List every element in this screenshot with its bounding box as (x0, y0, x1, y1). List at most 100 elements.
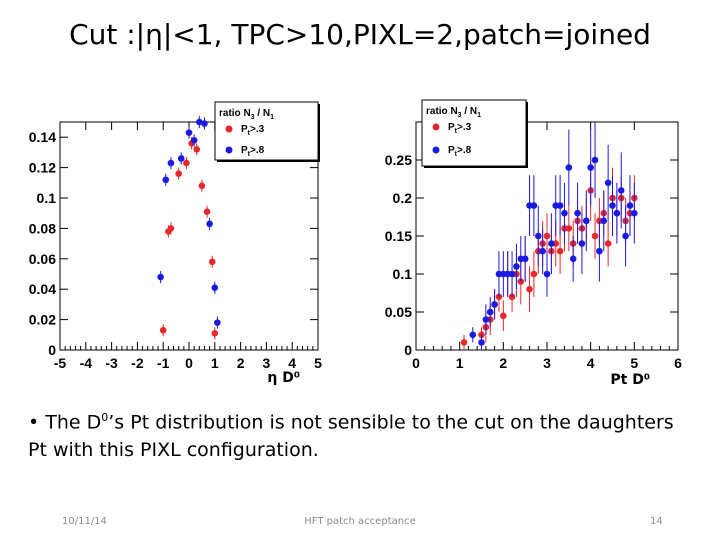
pt-pt08-point (626, 202, 634, 209)
pt-legend-title-main: ratio N (426, 106, 458, 117)
pt-x-tick-label: 2 (499, 355, 507, 371)
pt-x-axis-label: Pt D⁰ (610, 372, 650, 388)
pt-pt08-point (596, 247, 603, 255)
eta-pt08-point (190, 136, 198, 144)
pt-pt08-point (486, 308, 494, 316)
pt-y-tick-label: 0 (404, 342, 412, 358)
pt-x-tick-label: 6 (674, 355, 682, 371)
eta-x-tick-label: -3 (105, 355, 118, 371)
pt-pt08-point (604, 179, 612, 187)
eta-legend-title: ratio N3 / N1 (219, 108, 274, 121)
pt-pt08-point (631, 209, 638, 217)
pt-pt08-point (613, 209, 621, 217)
pt-y-tick-label: 0.15 (385, 228, 412, 244)
eta-y-tick-label: 0.06 (29, 251, 56, 267)
eta-pt03-point (193, 146, 201, 153)
pt-pt08-point (478, 339, 485, 346)
eta-pt03-point (167, 225, 175, 232)
pt-pt03-point (556, 247, 564, 255)
pt-pt08-point (491, 301, 498, 308)
pt-pt08-point (591, 156, 599, 164)
pt-legend-entry-sub: t (455, 128, 458, 135)
pt-y-tick-label: 0.2 (393, 190, 413, 206)
eta-pt08-point (196, 118, 203, 126)
eta-y-tick-label: 0.02 (29, 312, 56, 328)
pt-pt03-point (478, 331, 485, 339)
pt-pt08-point (569, 255, 577, 263)
slide-title: Cut :|η|<1, TPC>10,PIXL=2,patch=joined (69, 18, 651, 51)
eta-legend-marker-pt08 (225, 146, 233, 154)
eta-legend-entry-main: P (241, 145, 248, 156)
eta-y-tick-label: 0.14 (29, 129, 56, 145)
pt-legend-entry-sub: t (455, 151, 458, 158)
eta-legend-marker-pt03 (225, 125, 233, 133)
pt-legend-entry-pt03: Pt>.3 (448, 122, 472, 135)
eta-legend-entry-main: P (241, 124, 248, 135)
pt-x-tick-label: 4 (587, 355, 595, 371)
pt-pt08-point (587, 164, 594, 171)
eta-legend-entry-sub: t (248, 151, 251, 158)
eta-y-tick-label: 0 (48, 342, 56, 358)
pt-ratio-plot: 0 1 2 3 4 5 6 0 0.05 0.1 0.15 0.2 0.25 Pt D⁰ ratio N3 … (360, 92, 700, 392)
eta-pt08-point (214, 319, 221, 326)
footer-page-number: 14 (650, 516, 663, 527)
pt-pt08-point (521, 255, 529, 263)
pt-pt03-point (460, 339, 468, 346)
eta-y-tick-label: 0.04 (29, 281, 56, 297)
pt-pt03-point (565, 225, 573, 232)
pt-pt08-point (539, 247, 546, 255)
pt-pt08-point (556, 202, 564, 209)
eta-pt08-point (206, 220, 213, 228)
pt-pt08-point (513, 263, 520, 270)
eta-legend-entry-pt03: Pt>.3 (241, 124, 265, 137)
eta-pt08-point (177, 155, 185, 162)
pt-legend-entry-main: P (448, 122, 455, 133)
eta-x-tick-label: -2 (131, 355, 144, 371)
bullet-rest: ’s Pt distribution is not sensible to th… (28, 411, 674, 462)
pt-pt03-point (500, 312, 507, 320)
pt-pt08-point (482, 316, 490, 323)
pt-pt08-point (530, 202, 538, 209)
eta-pt03-point (198, 182, 206, 190)
bullet-text: • The D0’s Pt distribution is not sensib… (28, 404, 688, 464)
pt-pt08-point (561, 209, 568, 217)
eta-pt08-point (185, 129, 193, 136)
eta-x-tick-label: 4 (288, 355, 296, 371)
eta-y-tick-label: 0.1 (37, 190, 57, 206)
eta-pt08-point (211, 284, 219, 291)
eta-pt08-point (167, 159, 175, 167)
pt-pt08-point (617, 187, 625, 194)
pt-pt03-point (530, 270, 538, 278)
pt-pt08-point (609, 202, 616, 209)
eta-legend-title-sub: 3 (251, 114, 255, 121)
eta-y-tick-label: 0.12 (29, 160, 56, 176)
eta-legend-title-mid: / N (255, 108, 271, 119)
pt-pt08-point (574, 209, 581, 217)
pt-legend-marker-pt03 (432, 123, 440, 131)
footer-center: HFT patch acceptance (304, 516, 416, 527)
eta-x-tick-label: -1 (157, 355, 170, 371)
pt-legend-entry-main: P (448, 145, 455, 156)
pt-legend-entry-pt08: Pt>.8 (448, 145, 472, 158)
pt-x-tick-label: 5 (630, 355, 638, 371)
pt-pt08-point (543, 270, 551, 278)
pt-pt08-point (622, 232, 629, 240)
pt-pt08-point (565, 164, 573, 171)
eta-x-tick-label: 0 (185, 355, 193, 371)
pt-pt08-point (583, 217, 590, 225)
pt-legend-marker-pt08 (432, 146, 440, 154)
pt-legend-title-sub: 3 (458, 112, 462, 119)
eta-pt03-point (211, 329, 219, 337)
eta-pt03-point (175, 170, 182, 177)
pt-ratio-chart-svg: 0 1 2 3 4 5 6 0 0.05 0.1 0.15 0.2 0.25 Pt D⁰ ratio N3 … (385, 99, 682, 388)
pt-pt08-point (578, 240, 586, 247)
pt-legend-entry-rest: >.3 (457, 122, 472, 133)
pt-legend-title: ratio N3 / N1 (426, 106, 481, 119)
eta-x-tick-label: -4 (80, 355, 93, 371)
pt-legend-box (421, 99, 527, 167)
eta-legend-title-sub2: 1 (270, 114, 274, 121)
pt-pt08-point (508, 270, 516, 278)
eta-x-tick-label: -5 (54, 355, 67, 371)
pt-pt08-point (469, 331, 477, 339)
eta-pt03-point (203, 208, 211, 215)
